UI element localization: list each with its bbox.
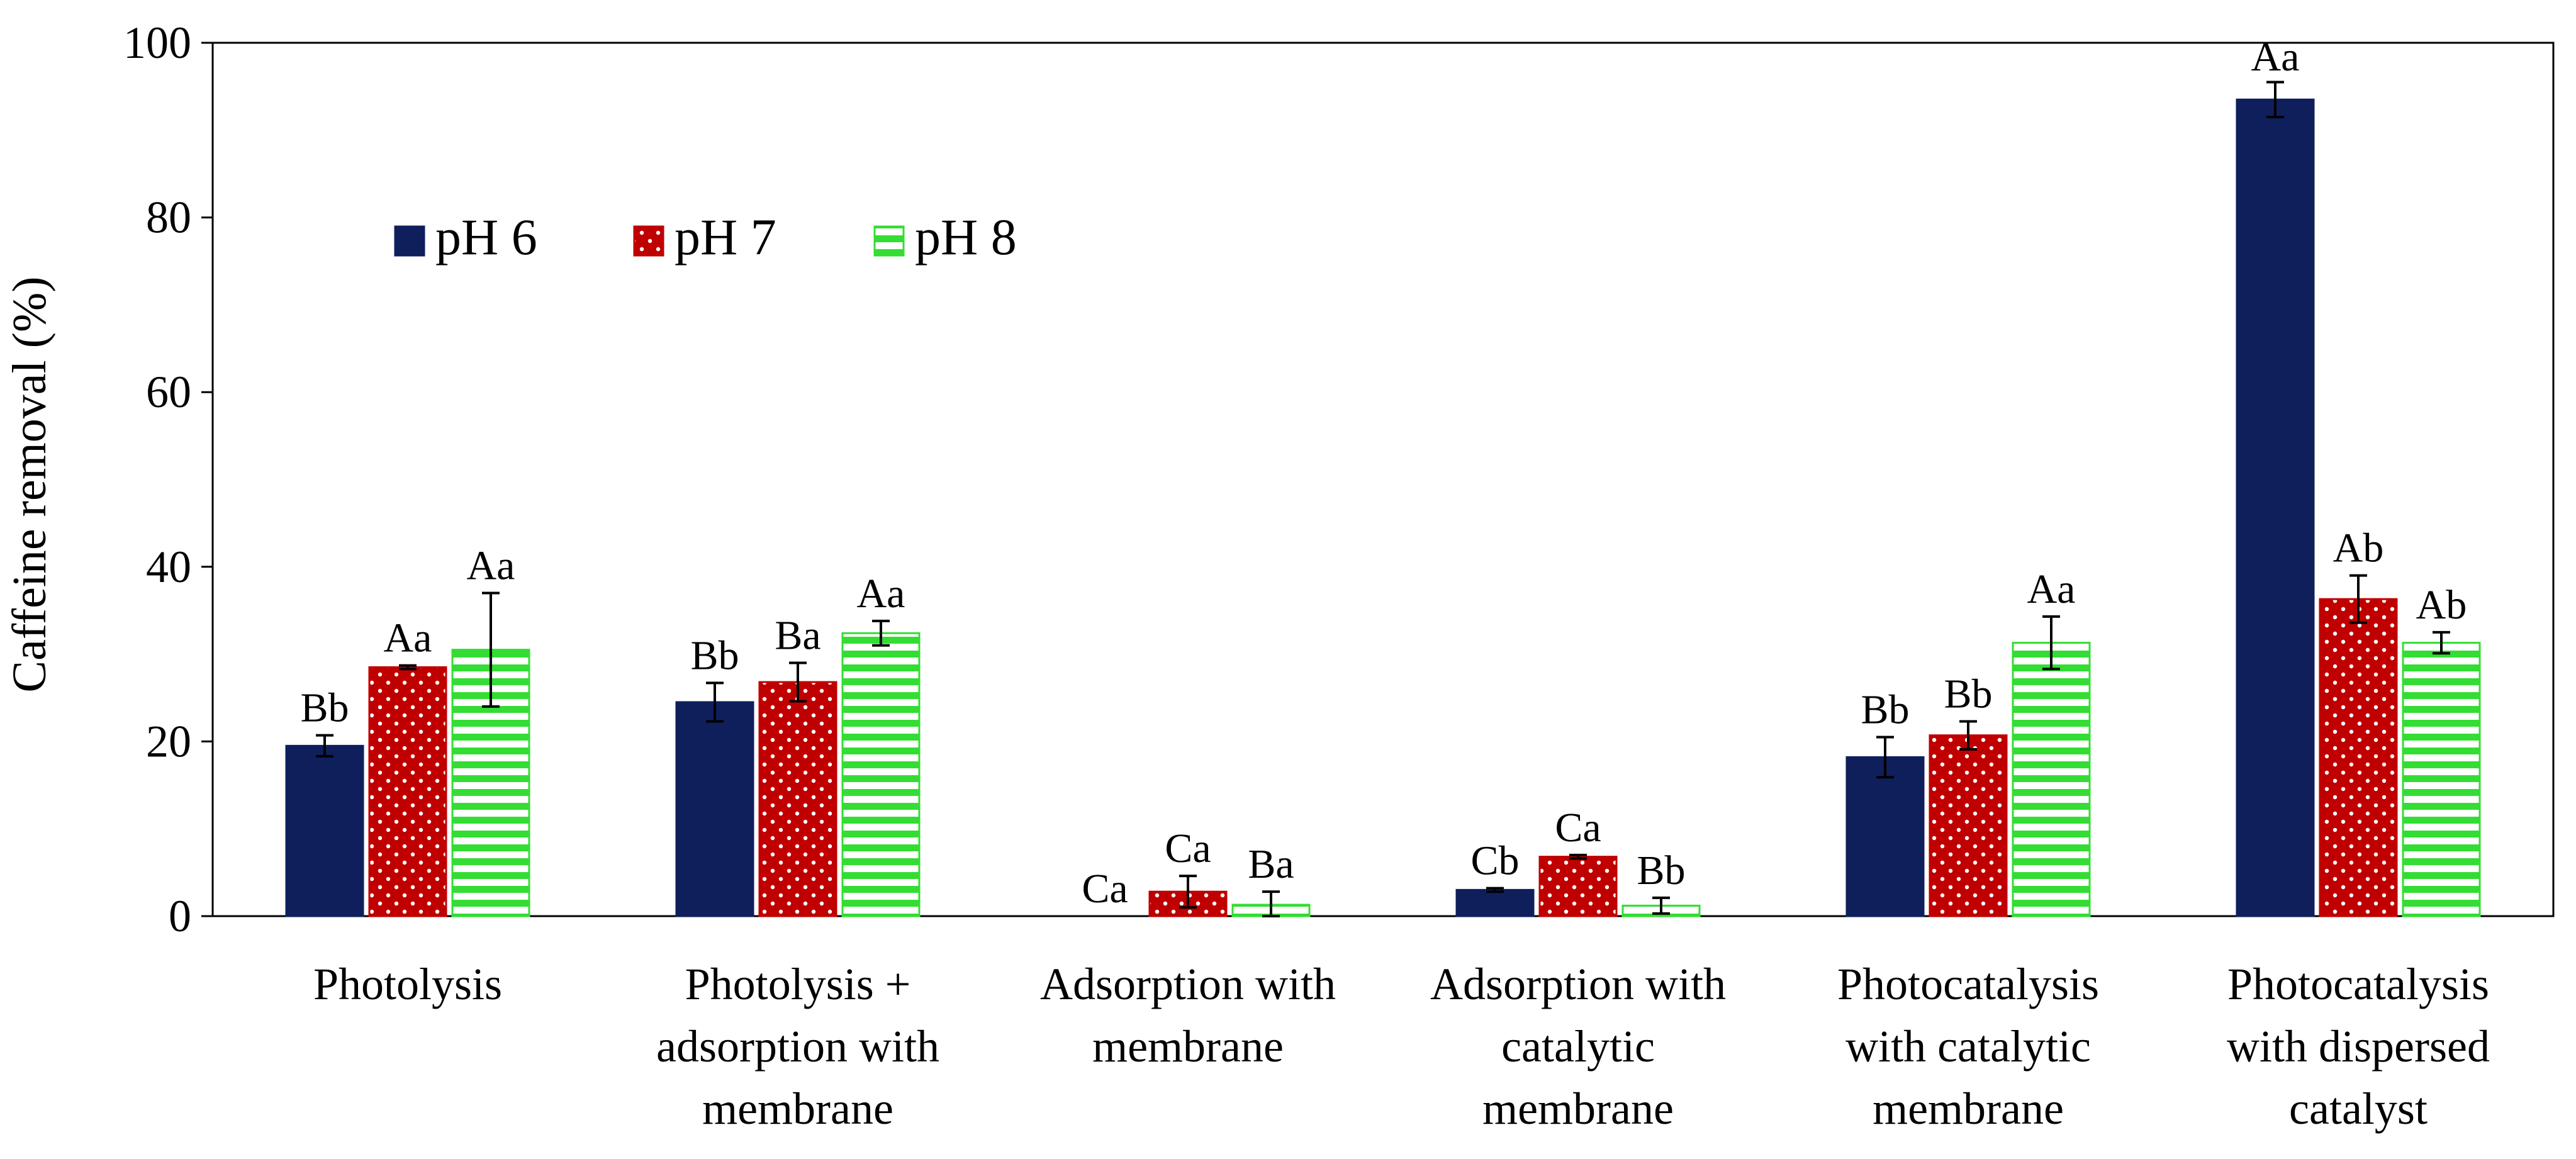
x-tick-label-line: Photocatalysis xyxy=(1837,959,2099,1009)
data-label: Aa xyxy=(2251,34,2300,80)
x-tick-label-line: membrane xyxy=(1873,1083,2064,1134)
x-tick-label-line: membrane xyxy=(1092,1021,1284,1072)
data-label: Ca xyxy=(1165,826,1211,871)
y-tick-label: 0 xyxy=(169,891,191,941)
data-label: Aa xyxy=(857,571,905,617)
data-label: Bb xyxy=(1637,848,1685,893)
bar xyxy=(368,666,447,917)
legend-swatch xyxy=(633,225,664,257)
x-tick-label-line: catalyst xyxy=(2289,1083,2428,1134)
plot-border xyxy=(211,42,2555,917)
bars-group: Bb Aa Aa Bb Ba Aa Ca Ca Ba Cb Ca Bb Bb Bb Aa Aa Ab Ab xyxy=(285,34,2481,917)
legend-label: pH 6 xyxy=(435,208,537,266)
y-tick-label: 40 xyxy=(146,542,191,592)
x-tick-label: Adsorption with membrane xyxy=(1040,959,1336,1072)
bar xyxy=(841,632,921,917)
data-label: Ab xyxy=(2333,525,2384,571)
x-tick-label-line: Photocatalysis xyxy=(2227,959,2489,1009)
data-label: Bb xyxy=(1861,686,1909,732)
x-tick-label-line: membrane xyxy=(1482,1083,1674,1134)
data-label: Ca xyxy=(1082,866,1128,912)
x-tick-label: Photocatalysis with catalytic membrane xyxy=(1837,959,2099,1134)
data-label: Ba xyxy=(775,612,820,658)
data-label: Bb xyxy=(300,685,349,731)
bar xyxy=(1929,734,2008,917)
legend-item: pH 8 xyxy=(873,208,1017,266)
x-tick-label-line: Adsorption with xyxy=(1040,959,1336,1009)
plot-area xyxy=(211,42,2555,917)
x-tick-label-line: Photolysis + xyxy=(685,959,911,1009)
bar xyxy=(1845,756,1925,917)
legend-label: pH 8 xyxy=(915,208,1017,266)
y-axis-title: Caffeine removal (%) xyxy=(3,276,56,692)
bar xyxy=(2236,98,2315,917)
x-tick-label-line: Adsorption with xyxy=(1430,959,1726,1009)
data-label: Bb xyxy=(690,632,739,678)
data-label: Aa xyxy=(2027,566,2076,612)
x-tick-label-line: catalytic xyxy=(1501,1021,1655,1072)
x-tick-label: Adsorption with catalytic membrane xyxy=(1430,959,1726,1134)
data-label: Aa xyxy=(384,615,432,661)
x-tick-label: Photocatalysis with dispersed catalyst xyxy=(2227,959,2490,1134)
bar xyxy=(1455,888,1535,917)
bar xyxy=(2319,598,2398,917)
y-tick-label: 80 xyxy=(146,193,191,243)
x-axis: Photolysis Photolysis + adsorption with mem… xyxy=(313,959,2490,1134)
y-tick-label: 60 xyxy=(146,367,191,417)
data-label: Cb xyxy=(1470,838,1519,884)
x-tick-label: Photolysis + adsorption with membrane xyxy=(656,959,939,1134)
bar xyxy=(758,681,837,917)
data-label: Ba xyxy=(1248,841,1294,887)
bar xyxy=(2402,642,2481,917)
x-tick-label-line: Photolysis xyxy=(313,959,502,1009)
data-label: Aa xyxy=(467,542,515,588)
legend: pH 6 pH 7 pH 8 xyxy=(394,208,1017,266)
y-tick-label: 100 xyxy=(123,18,191,68)
y-tick-label: 20 xyxy=(146,716,191,766)
legend-item: pH 7 xyxy=(633,208,776,266)
legend-label: pH 7 xyxy=(675,208,776,266)
data-label: Ca xyxy=(1555,805,1601,851)
data-label: Bb xyxy=(1944,671,1992,717)
bar xyxy=(675,701,754,917)
legend-swatch xyxy=(873,225,905,257)
x-tick-label-line: adsorption with xyxy=(656,1021,939,1072)
bar xyxy=(285,744,364,917)
x-tick-label-line: with catalytic xyxy=(1845,1021,2091,1072)
data-label: Ab xyxy=(2416,582,2467,628)
bar xyxy=(2012,642,2091,917)
x-tick-label: Photolysis xyxy=(313,959,502,1009)
bar xyxy=(1538,856,1618,917)
x-tick-label-line: with dispersed xyxy=(2227,1021,2490,1072)
legend-swatch xyxy=(394,225,425,257)
x-tick-label-line: membrane xyxy=(702,1083,893,1134)
y-axis: 0 20 40 60 80 100 xyxy=(123,18,213,941)
legend-item: pH 6 xyxy=(394,208,537,266)
